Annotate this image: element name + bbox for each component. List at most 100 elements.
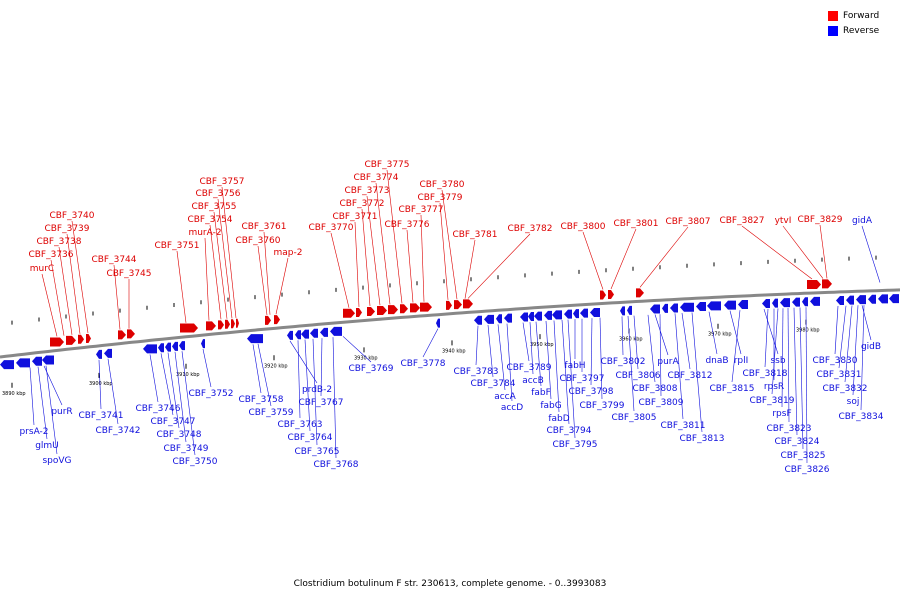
leader-line — [764, 308, 769, 368]
gene-label-ytvi: ytvI — [775, 216, 792, 226]
leader-line — [330, 232, 350, 308]
leader-line — [181, 351, 196, 456]
reverse-gene-block — [878, 294, 888, 304]
leader-line — [654, 314, 669, 356]
reverse-gene-block — [590, 307, 600, 317]
leader-line — [420, 214, 425, 302]
legend-item-reverse: Reverse — [828, 23, 892, 38]
leader-line — [41, 273, 58, 337]
gene-label-accb: accB — [522, 376, 544, 386]
gene-label-cbf-3809: CBF_3809 — [638, 398, 683, 408]
gene-label-mura-2: murA-2 — [188, 228, 221, 238]
gene-label-cbf-3818: CBF_3818 — [742, 369, 787, 379]
leader-line — [659, 314, 662, 397]
forward-gene-block — [118, 330, 126, 340]
forward-gene-block — [608, 289, 614, 299]
leader-line — [289, 340, 318, 384]
gene-label-cbf-3742: CBF_3742 — [95, 426, 140, 436]
gene-label-cbf-3799: CBF_3799 — [579, 401, 624, 411]
reverse-gene-block — [287, 330, 293, 340]
reverse-gene-block — [165, 342, 171, 352]
gene-label-cbf-3747: CBF_3747 — [150, 417, 195, 427]
forward-gene-block — [231, 319, 235, 329]
scale-label: 3940 kbp — [442, 348, 466, 354]
gene-label-gida: gidA — [852, 216, 873, 226]
leader-line — [861, 225, 881, 283]
gene-label-cbf-3783: CBF_3783 — [453, 367, 498, 377]
gene-label-soj: soj — [847, 397, 860, 407]
gene-label-cbf-3751: CBF_3751 — [154, 241, 199, 251]
leader-line — [45, 365, 58, 455]
leader-line — [50, 259, 65, 336]
leader-line — [467, 233, 531, 299]
reverse-gene-block — [534, 311, 542, 321]
forward-gene-block — [446, 300, 452, 310]
reverse-gene-block — [662, 303, 668, 313]
legend: Forward Reverse — [828, 8, 892, 38]
reverse-gene-block — [780, 298, 790, 308]
gene-label-cbf-3779: CBF_3779 — [417, 193, 462, 203]
gene-label-map-2: map-2 — [274, 248, 303, 258]
gene-label-cbf-3760: CBF_3760 — [235, 236, 280, 246]
gene-label-cbf-3775: CBF_3775 — [364, 160, 409, 170]
gene-label-cbf-3832: CBF_3832 — [822, 384, 867, 394]
reverse-gene-block — [295, 330, 301, 340]
forward-gene-block — [218, 320, 224, 330]
gene-label-prdb-2: prdB-2 — [302, 385, 332, 395]
gene-label-cbf-3797: CBF_3797 — [559, 374, 604, 384]
forward-gene-block — [356, 307, 362, 317]
leader-line — [320, 338, 323, 397]
reverse-gene-block — [96, 349, 102, 359]
forward-gene-block — [86, 333, 91, 343]
gene-label-cbf-3819: CBF_3819 — [749, 396, 794, 406]
leader-line — [567, 319, 576, 439]
gene-label-cbf-3771: CBF_3771 — [332, 212, 377, 222]
gene-label-cbf-3794: CBF_3794 — [546, 426, 591, 436]
forward-gene-block — [807, 279, 821, 289]
gene-label-cbf-3756: CBF_3756 — [195, 189, 240, 199]
gene-label-glmu: glmU — [35, 441, 59, 451]
leader-line — [487, 324, 494, 378]
forward-gene-block — [636, 288, 644, 298]
leader-line — [354, 221, 360, 307]
reverse-gene-block — [496, 314, 502, 324]
gene-label-cbf-3772: CBF_3772 — [339, 199, 384, 209]
scale-label: 3900 kbp — [89, 381, 113, 387]
reverse-gene-block — [707, 301, 721, 311]
leader-line — [861, 305, 872, 341]
reverse-gene-block — [158, 343, 164, 353]
leader-line — [406, 229, 414, 303]
leader-line — [763, 308, 779, 355]
reverse-gene-block — [620, 306, 625, 316]
leader-line — [204, 237, 210, 321]
reverse-gene-block — [552, 310, 562, 320]
leader-line — [221, 186, 237, 318]
gene-label-accd: accD — [501, 403, 523, 413]
reverse-gene-block — [179, 341, 185, 351]
gene-label-cbf-3767: CBF_3767 — [298, 398, 343, 408]
gene-label-cbf-3789: CBF_3789 — [506, 363, 551, 373]
forward-gene-block — [236, 318, 239, 328]
reverse-gene-block — [627, 305, 632, 315]
legend-label-reverse: Reverse — [843, 25, 880, 36]
reverse-gene-block — [42, 355, 54, 365]
forward-gene-block — [367, 306, 375, 316]
reverse-gene-block — [772, 298, 778, 308]
leader-line — [805, 307, 808, 464]
leader-line — [213, 211, 228, 319]
leader-line — [113, 264, 121, 330]
leader-line — [176, 250, 187, 323]
leader-line — [71, 220, 89, 334]
reverse-gene-block — [301, 329, 309, 339]
reverse-gene-block — [792, 297, 800, 307]
forward-gene-block — [463, 299, 473, 309]
leader-line — [464, 239, 476, 299]
gene-label-cbf-3765: CBF_3765 — [294, 447, 339, 457]
reverse-gene-block — [330, 326, 342, 336]
gene-label-pura: purA — [657, 357, 679, 367]
gene-label-cbf-3777: CBF_3777 — [398, 205, 443, 215]
leader-line — [422, 328, 439, 358]
reverse-gene-block — [670, 303, 678, 313]
leader-line — [819, 224, 828, 279]
forward-gene-block — [50, 337, 64, 347]
